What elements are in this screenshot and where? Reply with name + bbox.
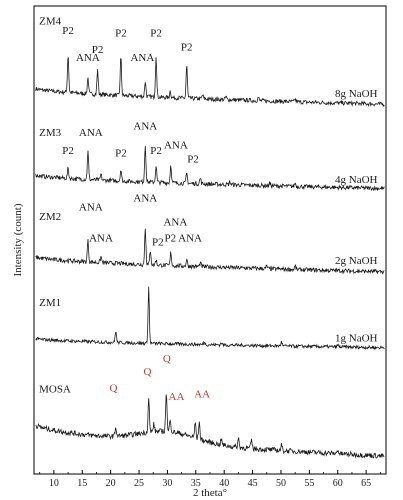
annotation-label: P2 — [164, 232, 176, 244]
x-tick-label: 65 — [361, 478, 371, 489]
x-tick-label: 20 — [106, 478, 116, 489]
annotation-label: P2 — [115, 148, 127, 160]
annotation-label: 1g NaOH — [335, 333, 378, 345]
annotation-label: Q — [110, 383, 118, 395]
annotation-label: ANA — [178, 232, 202, 244]
annotation-label: MOSA — [39, 384, 71, 396]
annotation-label: Q — [144, 366, 152, 378]
annotation-label: P2 — [181, 42, 193, 54]
annotation-label: 8g NaOH — [335, 88, 378, 100]
x-tick-label: 50 — [276, 478, 286, 489]
annotation-label: ZM4 — [39, 16, 62, 28]
annotation-label: P2 — [187, 153, 199, 165]
annotation-label: Q — [163, 353, 171, 365]
x-tick-label: 10 — [49, 478, 59, 489]
annotation-label: P2 — [150, 27, 162, 39]
xrd-traces — [35, 57, 385, 459]
annotation-label: ANA — [79, 202, 103, 214]
x-tick-label: 15 — [77, 478, 87, 489]
annotation-label: ANA — [76, 52, 100, 64]
series-line-zm2 — [35, 228, 385, 275]
annotation-label: P2 — [62, 145, 74, 157]
annotation-label: P2 — [62, 25, 74, 37]
annotation-label: ANA — [133, 193, 157, 205]
annotation-label: ANA — [163, 217, 187, 229]
annotation-label: P2 — [152, 237, 164, 249]
annotation-label: AA — [194, 389, 210, 401]
annotation-label: P2 — [92, 44, 104, 56]
y-axis-label: Intensity (count) — [12, 203, 24, 276]
x-tick-label: 45 — [248, 478, 258, 489]
annotation-label: ANA — [164, 139, 188, 151]
series-line-zm3 — [35, 145, 385, 192]
annotation-label: 2g NaOH — [335, 255, 378, 267]
x-tick-label: 35 — [191, 478, 201, 489]
annotation-label: ANA — [79, 127, 103, 139]
x-axis-label: 2 theta° — [193, 487, 227, 499]
annotation-label: P2 — [115, 27, 127, 39]
annotation-label: AA — [169, 391, 185, 403]
series-line-zm1 — [35, 286, 385, 351]
x-tick-label: 60 — [333, 478, 343, 489]
x-tick-label: 40 — [219, 478, 229, 489]
plot-frame — [33, 5, 387, 475]
annotation-label: P2 — [150, 145, 162, 157]
annotation-label: ANA — [89, 232, 113, 244]
annotation-label: ANA — [133, 121, 157, 133]
annotation-label: ZM1 — [39, 297, 61, 309]
x-axis-ticks: 10 15 20 25 30 35 40 45 50 55 60 65 — [39, 470, 381, 489]
annotation-label: ZM2 — [39, 211, 61, 223]
series-line-zm4 — [35, 57, 385, 108]
series-line-mosa — [35, 394, 385, 459]
annotation-label: ZM3 — [39, 127, 62, 139]
x-tick-label: 25 — [134, 478, 144, 489]
x-tick-label: 55 — [304, 478, 314, 489]
annotation-label: 4g NaOH — [335, 174, 378, 186]
annotation-label: ANA — [130, 52, 154, 64]
x-tick-label: 30 — [162, 478, 172, 489]
